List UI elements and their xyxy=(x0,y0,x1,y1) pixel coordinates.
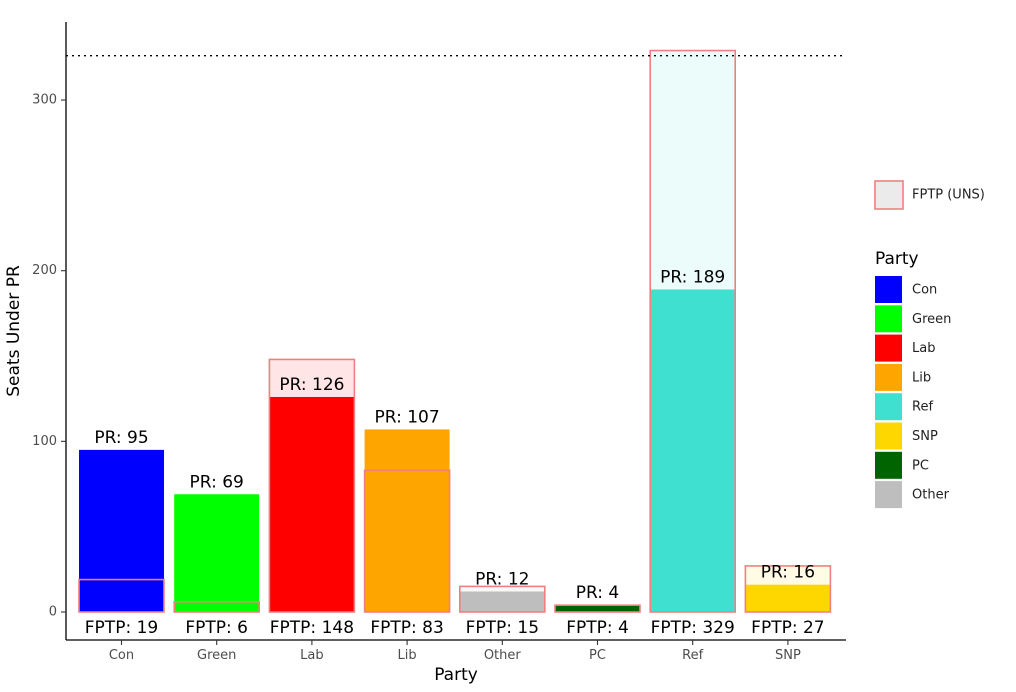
axes xyxy=(65,22,846,641)
fptp-label-ref: FPTP: 329 xyxy=(651,618,735,638)
pr-bar-pc xyxy=(555,605,640,612)
legend-label-snp: SNP xyxy=(912,429,938,444)
bars-layer xyxy=(79,50,831,612)
legend-key-other xyxy=(875,481,902,509)
pr-bar-snp xyxy=(745,584,831,612)
y-tick-label-200: 200 xyxy=(32,263,57,278)
fptp-label-green: FPTP: 6 xyxy=(185,618,248,638)
pr-bar-other xyxy=(459,591,545,612)
fptp-outline-green xyxy=(173,600,260,613)
pr-bar-lib xyxy=(364,429,450,612)
fptp-outline-layer xyxy=(78,49,832,613)
x-tick-label-other: Other xyxy=(484,648,522,663)
pr-bar-lab xyxy=(269,396,355,612)
pr-bar-con xyxy=(79,449,164,612)
ticks-layer: Con Green Lab Lib Other PC Ref SNP 0 100 200 300 xyxy=(32,93,801,663)
pr-bar-green xyxy=(174,494,260,612)
legend-key-snp xyxy=(875,422,902,450)
fptp-label-snp: FPTP: 27 xyxy=(751,618,824,638)
pr-label-lib: PR: 107 xyxy=(375,407,440,427)
legend-key-green xyxy=(875,305,902,333)
y-axis-title: Seats Under PR xyxy=(4,265,24,397)
fptp-outline-other xyxy=(458,585,546,613)
pr-label-snp: PR: 16 xyxy=(761,563,815,583)
legend-key-lib xyxy=(875,363,902,391)
fptp-label-pc: FPTP: 4 xyxy=(566,618,629,638)
y-tick-label-300: 300 xyxy=(32,93,57,108)
x-tick-label-pc: PC xyxy=(589,648,606,663)
x-tick-label-con: Con xyxy=(109,648,134,663)
fptp-label-other: FPTP: 15 xyxy=(466,618,539,638)
legend-key-lab xyxy=(875,334,902,362)
legend: FPTP (UNS) Party Con Green Lab Lib Ref SNP PC O… xyxy=(874,180,985,509)
pr-bar-ref xyxy=(650,289,736,612)
legend-label-pc: PC xyxy=(912,458,929,473)
fptp-outline-pc xyxy=(554,604,641,613)
bar-labels-layer: PR: 95 FPTP: 19 PR: 69 FPTP: 6 PR: 126 FPTP: … xyxy=(85,267,825,638)
legend-items: Con Green Lab Lib Ref SNP PC Other xyxy=(875,276,951,509)
pr-label-green: PR: 69 xyxy=(190,472,244,492)
fptp-outline-lib xyxy=(363,469,451,613)
fptp-outline-con xyxy=(78,578,165,613)
pr-label-con: PR: 95 xyxy=(94,428,148,448)
legend-key-ref xyxy=(875,393,902,421)
fptp-label-lab: FPTP: 148 xyxy=(270,618,354,638)
pr-label-ref: PR: 189 xyxy=(660,267,725,287)
legend-label-other: Other xyxy=(912,488,950,503)
legend-label-ref: Ref xyxy=(912,400,933,415)
legend-label-con: Con xyxy=(912,283,937,298)
x-tick-label-lib: Lib xyxy=(398,648,417,663)
fptp-outline-lab xyxy=(268,358,356,613)
pr-label-other: PR: 12 xyxy=(475,570,529,590)
legend-label-lib: Lib xyxy=(912,370,931,385)
legend-key-pc xyxy=(875,451,902,479)
pr-label-pc: PR: 4 xyxy=(576,583,620,603)
legend-title: Party xyxy=(875,249,919,269)
fptp-label-con: FPTP: 19 xyxy=(85,618,158,638)
legend-label-green: Green xyxy=(912,312,951,327)
legend-key-con xyxy=(875,276,902,303)
x-tick-label-green: Green xyxy=(197,648,236,663)
x-tick-label-snp: SNP xyxy=(775,648,801,663)
x-axis-title: Party xyxy=(434,665,478,685)
legend-fptp-label: FPTP (UNS) xyxy=(912,188,985,203)
legend-fptp-key xyxy=(874,180,904,210)
fptp-outline-ref xyxy=(649,49,737,613)
fptp-outline-snp xyxy=(744,565,832,613)
x-tick-label-lab: Lab xyxy=(300,648,323,663)
fptp-label-lib: FPTP: 83 xyxy=(370,618,443,638)
y-tick-label-100: 100 xyxy=(32,434,57,449)
pr-label-lab: PR: 126 xyxy=(279,375,344,395)
x-tick-label-ref: Ref xyxy=(682,648,703,663)
y-tick-label-0: 0 xyxy=(49,605,57,620)
legend-label-lab: Lab xyxy=(912,341,935,356)
